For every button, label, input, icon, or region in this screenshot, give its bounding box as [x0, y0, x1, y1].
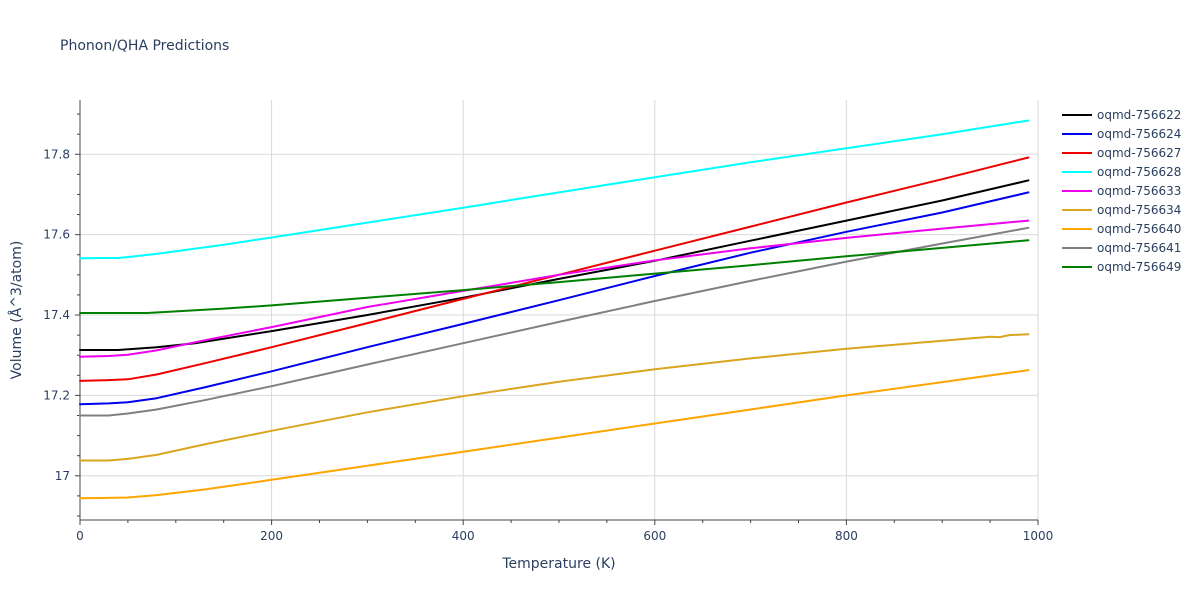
y-tick-label: 17.4	[43, 308, 70, 322]
legend-item-oqmd-756622[interactable]: oqmd-756622	[1062, 108, 1181, 122]
legend-item-oqmd-756627[interactable]: oqmd-756627	[1062, 146, 1181, 160]
legend-label: oqmd-756649	[1097, 260, 1181, 274]
plot-area	[79, 119, 1030, 500]
legend-label: oqmd-756640	[1097, 222, 1181, 236]
legend[interactable]: oqmd-756622 oqmd-756624 oqmd-756627 oqmd-75…	[1062, 108, 1181, 274]
x-tick-label: 1000	[1023, 529, 1054, 543]
legend-item-oqmd-756640[interactable]: oqmd-756640	[1062, 222, 1181, 236]
grid	[80, 100, 1039, 520]
y-tick-label: 17.2	[43, 388, 70, 402]
series-line-oqmd-756640[interactable]	[79, 369, 1030, 500]
series-line-oqmd-756641[interactable]	[79, 226, 1030, 417]
x-tick-label: 600	[643, 529, 666, 543]
legend-item-oqmd-756633[interactable]: oqmd-756633	[1062, 184, 1181, 198]
axes: 0 200 400 600 800 1000 17 17.2 17.4 17.6 17.8	[43, 100, 1053, 543]
legend-item-oqmd-756634[interactable]: oqmd-756634	[1062, 203, 1181, 217]
series-line-oqmd-756628[interactable]	[79, 119, 1030, 260]
series-line-oqmd-756649[interactable]	[79, 239, 1030, 314]
x-tick-label: 200	[260, 529, 283, 543]
legend-item-oqmd-756649[interactable]: oqmd-756649	[1062, 260, 1181, 274]
x-tick-label: 400	[452, 529, 475, 543]
y-tick-label: 17	[55, 469, 70, 483]
y-axis-title: Volume (Å^3/atom)	[8, 241, 25, 380]
legend-label: oqmd-756628	[1097, 165, 1181, 179]
y-tick-label: 17.6	[43, 228, 70, 242]
y-tick-label: 17.8	[43, 147, 70, 161]
legend-label: oqmd-756634	[1097, 203, 1181, 217]
series-line-oqmd-756622[interactable]	[79, 179, 1030, 351]
chart-title: Phonon/QHA Predictions	[60, 38, 229, 54]
legend-label: oqmd-756622	[1097, 108, 1181, 122]
legend-item-oqmd-756628[interactable]: oqmd-756628	[1062, 165, 1181, 179]
series-line-oqmd-756634[interactable]	[79, 333, 1030, 462]
legend-label: oqmd-756624	[1097, 127, 1181, 141]
legend-item-oqmd-756641[interactable]: oqmd-756641	[1062, 241, 1181, 255]
series-line-oqmd-756633[interactable]	[79, 219, 1030, 358]
x-axis-title: Temperature (K)	[501, 556, 615, 572]
legend-label: oqmd-756627	[1097, 146, 1181, 160]
series-line-oqmd-756624[interactable]	[79, 191, 1030, 406]
x-tick-label: 0	[76, 529, 84, 543]
legend-label: oqmd-756633	[1097, 184, 1181, 198]
legend-label: oqmd-756641	[1097, 241, 1181, 255]
series-line-oqmd-756627[interactable]	[79, 156, 1030, 382]
x-tick-label: 800	[835, 529, 858, 543]
legend-item-oqmd-756624[interactable]: oqmd-756624	[1062, 127, 1181, 141]
